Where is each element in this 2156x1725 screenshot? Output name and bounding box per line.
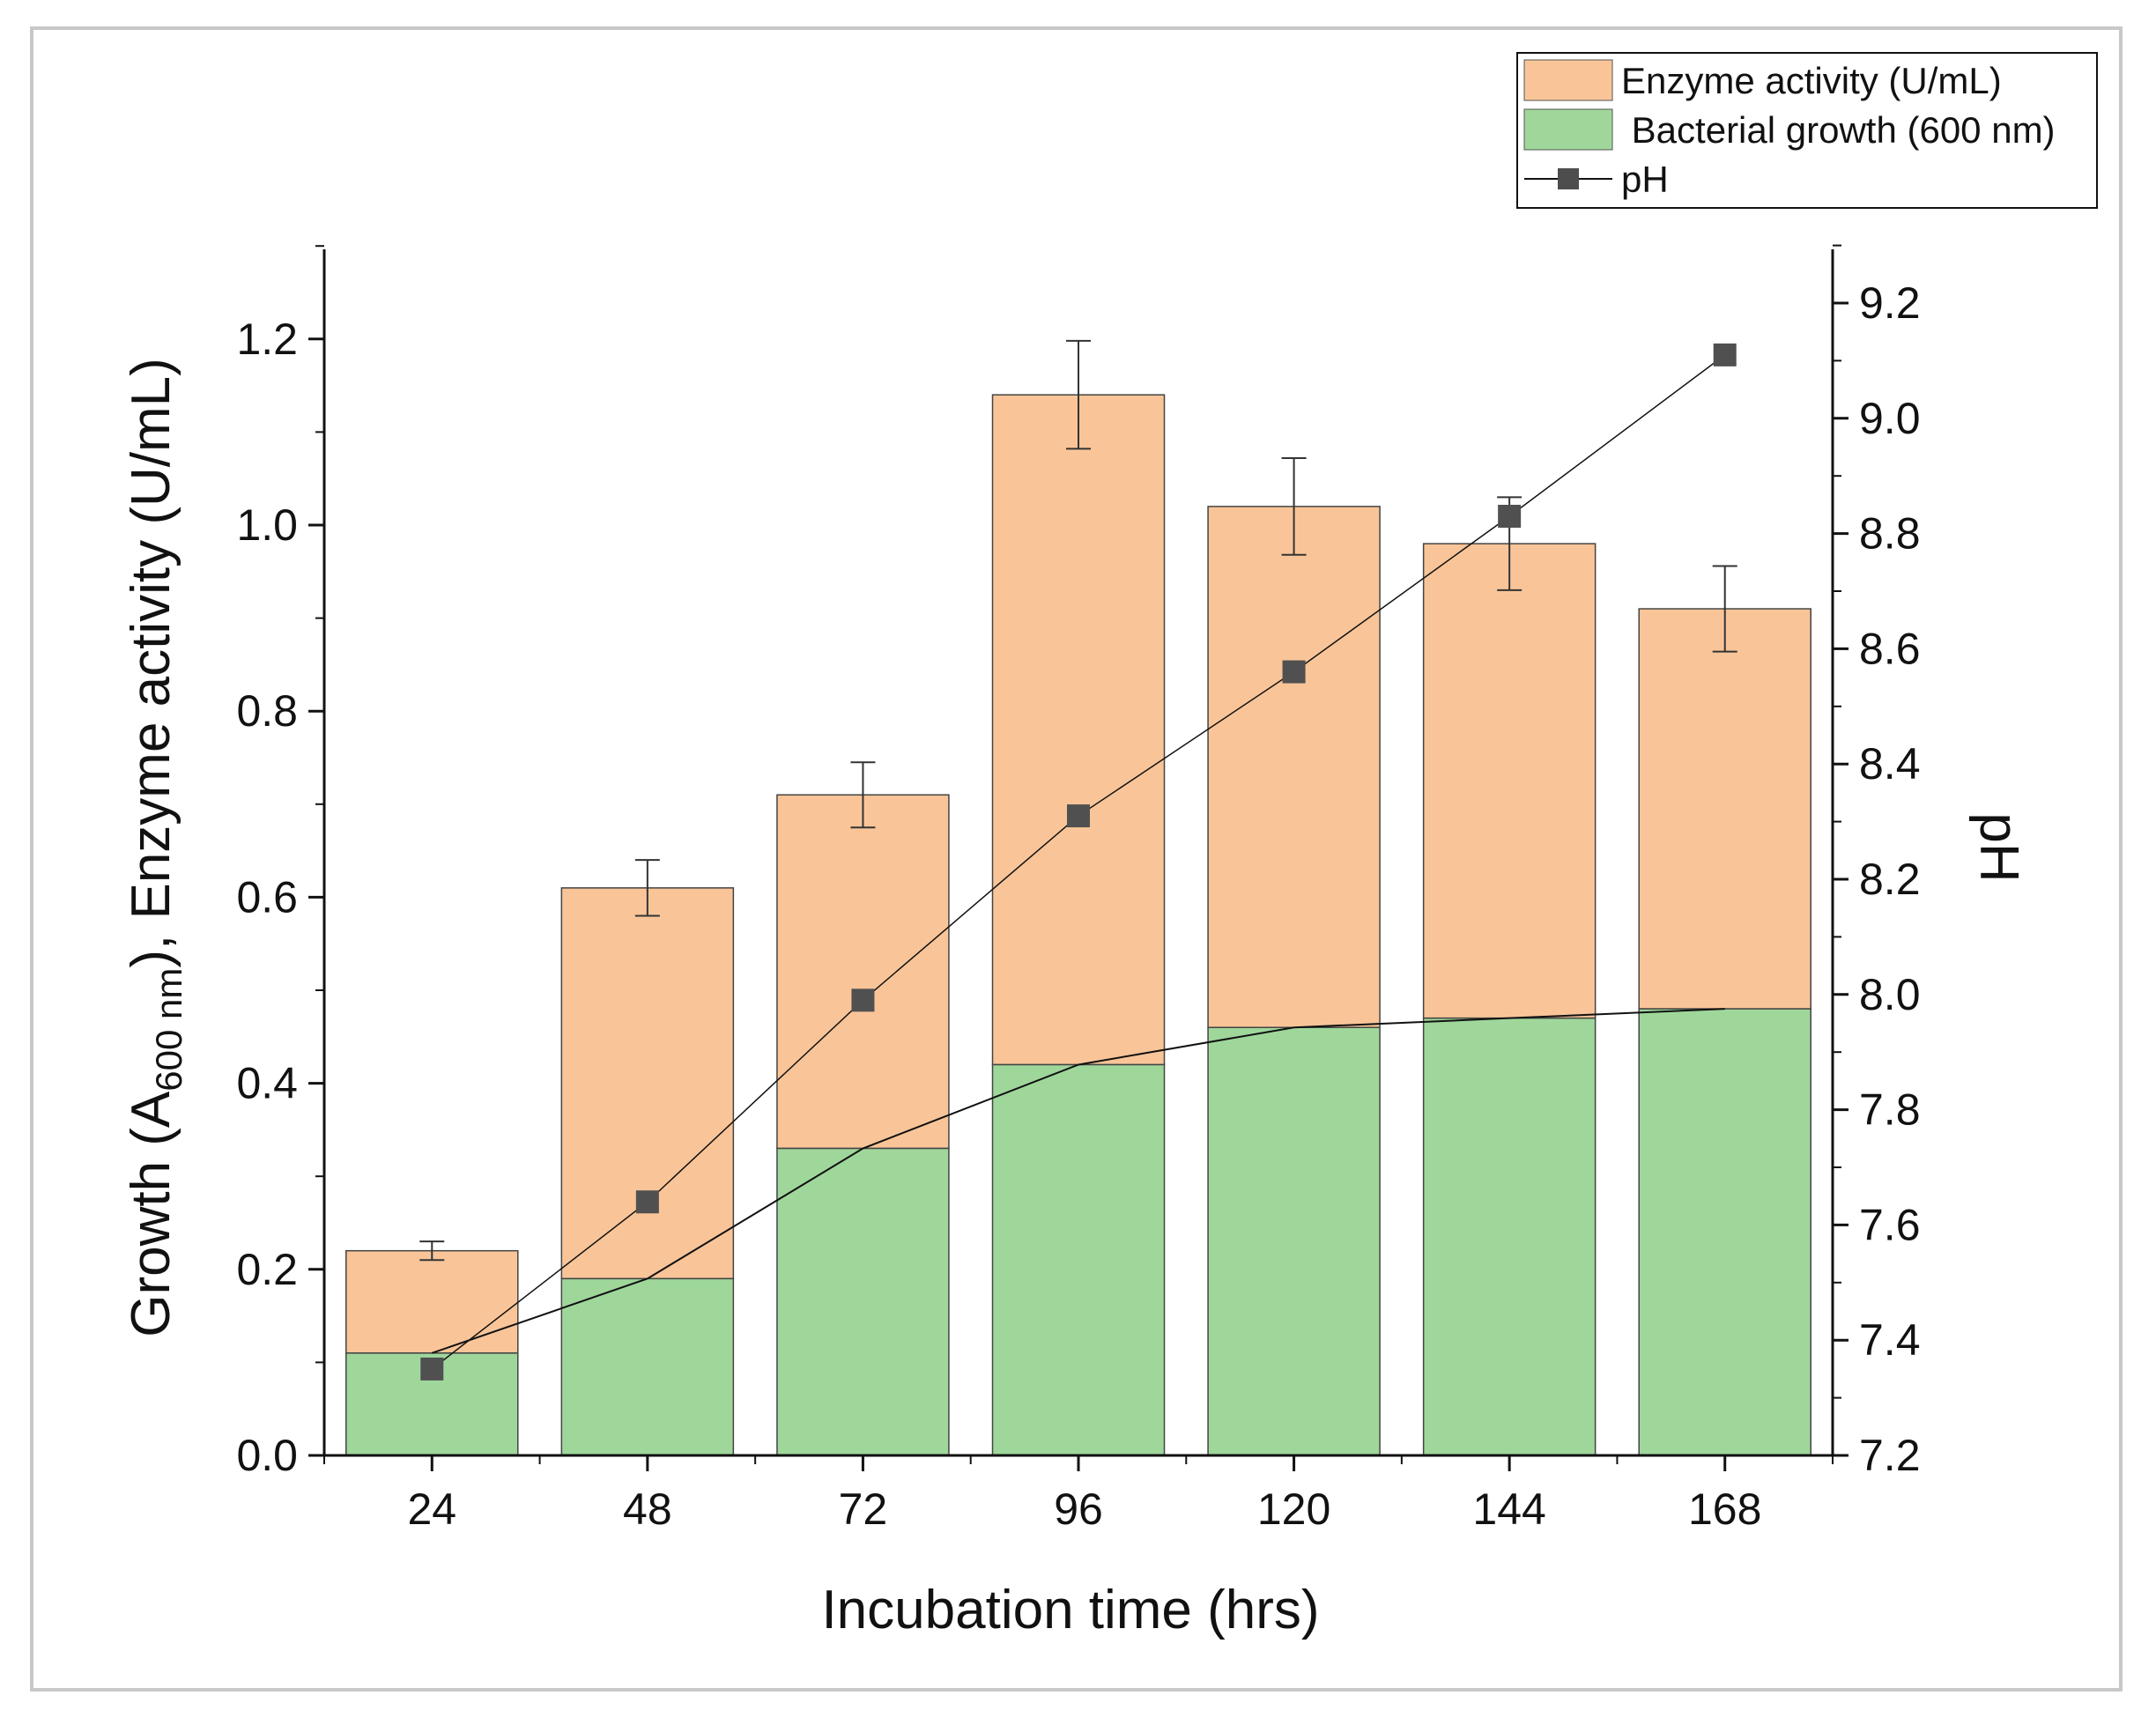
y2-tick-label-8.2: 8.2 bbox=[1859, 855, 1921, 904]
enzyme-bar-24 bbox=[345, 1249, 519, 1354]
y2-tick-label-8.8: 8.8 bbox=[1859, 509, 1921, 559]
y-tick-label-1.2: 1.2 bbox=[236, 315, 298, 364]
y2-tick-label-7.6: 7.6 bbox=[1859, 1200, 1921, 1249]
x-tick-label-24: 24 bbox=[407, 1484, 456, 1534]
error-bars-group bbox=[419, 339, 1737, 1262]
enzyme-bar-96 bbox=[991, 394, 1166, 1066]
y2-tick-label-7.8: 7.8 bbox=[1859, 1085, 1921, 1135]
bars-group bbox=[345, 394, 1811, 1456]
growth-bar-120 bbox=[1207, 1026, 1381, 1456]
y-axis-title: Growth (A600 nm), Enzyme activity (U/mL) bbox=[121, 358, 189, 1337]
y2-tick-label-8.4: 8.4 bbox=[1859, 739, 1921, 788]
y2-tick-label-7.2: 7.2 bbox=[1859, 1431, 1921, 1480]
x-tick-label-144: 144 bbox=[1472, 1484, 1545, 1534]
growth-bar-144 bbox=[1422, 1017, 1597, 1456]
x-axis-title: Incubation time (hrs) bbox=[821, 1580, 1319, 1640]
ph-marker-24 bbox=[420, 1357, 444, 1381]
x-tick-label-72: 72 bbox=[839, 1484, 888, 1534]
growth-bar-96 bbox=[991, 1063, 1166, 1456]
y-tick-label-0.6: 0.6 bbox=[236, 872, 298, 922]
y2-tick-label-8.0: 8.0 bbox=[1859, 970, 1921, 1019]
ph-marker-168 bbox=[1713, 343, 1737, 366]
legend-box bbox=[1516, 52, 2098, 209]
ph-marker-144 bbox=[1498, 504, 1522, 528]
growth-bar-48 bbox=[560, 1277, 735, 1456]
ph-marker-48 bbox=[635, 1190, 659, 1214]
y-tick-label-0.4: 0.4 bbox=[236, 1059, 298, 1108]
y2-tick-label-9.2: 9.2 bbox=[1859, 278, 1921, 328]
legend-marker-ph bbox=[1558, 168, 1579, 189]
y2-tick-label-7.4: 7.4 bbox=[1859, 1315, 1921, 1365]
lines-group bbox=[420, 343, 1737, 1381]
legend-swatch-growth bbox=[1523, 108, 1613, 151]
enzyme-bar-168 bbox=[1638, 608, 1811, 1010]
axes-group bbox=[308, 244, 1849, 1471]
growth-bar-72 bbox=[776, 1147, 950, 1456]
legend-label-enzyme: Enzyme activity (U/mL) bbox=[1621, 60, 2002, 101]
y2-tick-label-9.0: 9.0 bbox=[1859, 394, 1921, 443]
y-tick-label-0.0: 0.0 bbox=[236, 1431, 298, 1480]
legend-label-ph: pH bbox=[1621, 159, 1669, 200]
ph-marker-72 bbox=[851, 988, 875, 1012]
legend-label-growth: Bacterial growth (600 nm) bbox=[1621, 109, 2056, 151]
legend: Enzyme activity (U/mL) Bacterial growth … bbox=[1516, 52, 2098, 209]
x-tick-label-120: 120 bbox=[1257, 1484, 1330, 1534]
growth-bar-168 bbox=[1638, 1008, 1811, 1456]
ph-marker-96 bbox=[1067, 804, 1090, 828]
ph-marker-120 bbox=[1282, 660, 1306, 684]
enzyme-bar-72 bbox=[776, 794, 950, 1150]
growth-trend-line bbox=[431, 1008, 1725, 1354]
legend-swatch-enzyme bbox=[1523, 59, 1613, 101]
y-axis-title-sub: 600 nm bbox=[148, 968, 189, 1092]
enzyme-bar-120 bbox=[1207, 506, 1381, 1028]
y2-axis-title: pH bbox=[1968, 812, 2029, 882]
y-axis-title-pre: Growth (A bbox=[121, 1091, 182, 1337]
y-tick-label-1.0: 1.0 bbox=[236, 500, 298, 550]
enzyme-bar-144 bbox=[1422, 543, 1597, 1019]
x-tick-label-168: 168 bbox=[1688, 1484, 1761, 1534]
tick-labels-group: 0.0 0.2 0.4 0.6 0.8 1.0 1.2 7.2 7.4 7.6 7.8 8.0 8.2 8… bbox=[236, 278, 1920, 1534]
y-tick-label-0.8: 0.8 bbox=[236, 686, 298, 736]
y-tick-label-0.2: 0.2 bbox=[236, 1245, 298, 1294]
enzyme-bar-48 bbox=[560, 887, 735, 1280]
x-tick-label-96: 96 bbox=[1054, 1484, 1103, 1534]
y-axis-title-post: ), Enzyme activity (U/mL) bbox=[121, 358, 182, 967]
x-tick-label-48: 48 bbox=[623, 1484, 672, 1534]
y2-tick-label-8.6: 8.6 bbox=[1859, 624, 1921, 673]
